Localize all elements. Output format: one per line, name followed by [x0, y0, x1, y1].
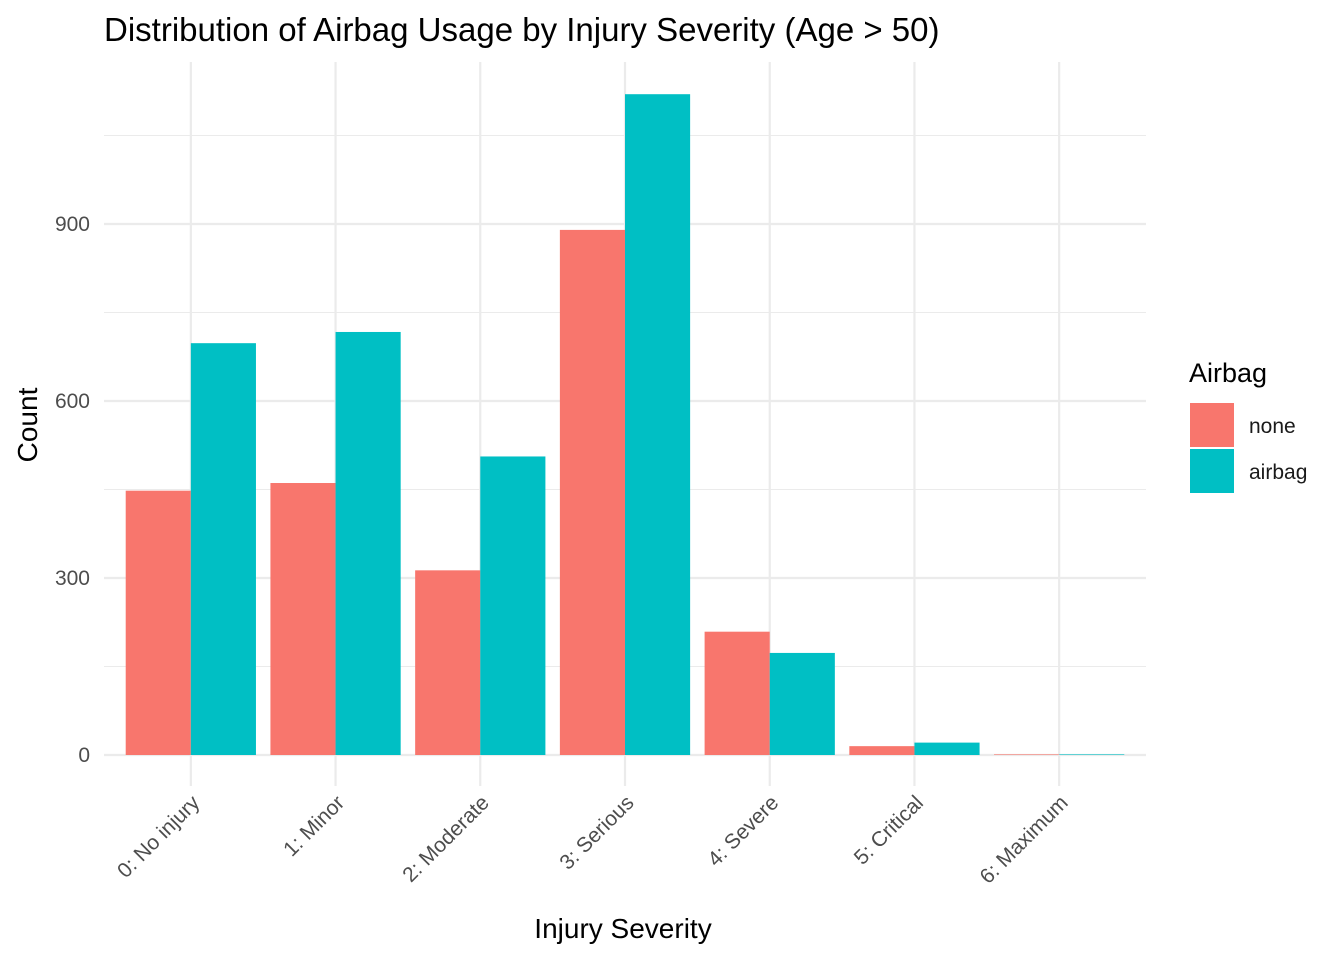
- legend-key-none: [1190, 403, 1234, 447]
- bar-none: [559, 229, 625, 755]
- chart-title: Distribution of Airbag Usage by Injury S…: [104, 11, 940, 48]
- x-tick-label: 5: Critical: [850, 791, 928, 869]
- bar-none: [125, 490, 191, 755]
- bar-none: [704, 631, 770, 755]
- y-tick-label: 300: [55, 567, 90, 590]
- x-tick-label: 2: Moderate: [398, 791, 494, 887]
- bar-airbag: [335, 331, 401, 755]
- legend-title: Airbag: [1189, 358, 1267, 388]
- bar-airbag: [190, 343, 256, 755]
- x-tick-label: 4: Severe: [703, 791, 783, 871]
- x-tick-label: 0: No injury: [113, 791, 205, 883]
- bars: [125, 94, 1125, 755]
- legend-key-airbag: [1190, 449, 1234, 493]
- y-tick-label: 600: [55, 390, 90, 413]
- bar-none: [849, 746, 915, 755]
- bar-none: [270, 483, 336, 755]
- x-axis-ticks: 0: No injury 1: Minor 2: Moderate 3: Seriou…: [113, 791, 1073, 888]
- bar-none: [415, 570, 481, 755]
- y-tick-label: 0: [78, 744, 90, 767]
- bar-airbag: [769, 652, 835, 755]
- bar-airbag: [480, 456, 546, 755]
- legend-label-none: none: [1249, 415, 1296, 438]
- y-axis-ticks: 0 300 600 900: [55, 213, 90, 767]
- bar-airbag: [625, 94, 691, 755]
- y-tick-label: 900: [55, 213, 90, 236]
- bar-airbag: [1059, 754, 1125, 755]
- bar-airbag: [914, 742, 980, 755]
- x-tick-label: 3: Serious: [555, 791, 638, 874]
- legend-label-airbag: airbag: [1249, 461, 1307, 484]
- y-axis-title: Count: [12, 387, 43, 462]
- bar-none: [994, 754, 1060, 755]
- legend: Airbag none airbag: [1189, 358, 1307, 493]
- x-tick-label: 6: Maximum: [976, 791, 1073, 888]
- x-axis-title: Injury Severity: [534, 913, 711, 944]
- x-tick-label: 1: Minor: [279, 791, 349, 861]
